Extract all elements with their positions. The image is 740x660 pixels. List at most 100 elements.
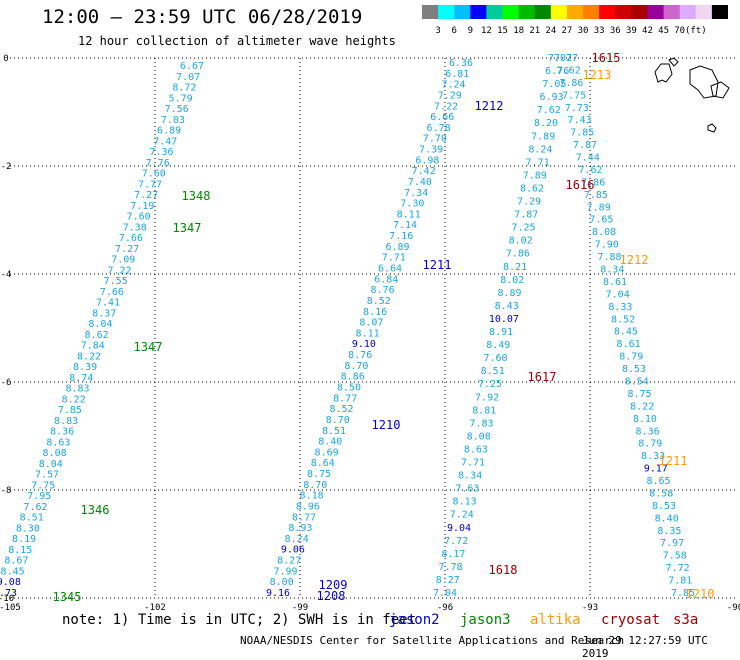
wave-height-value: 7.27	[134, 190, 158, 201]
wave-height-value: 7.27	[554, 53, 578, 64]
page-title: 12:00 — 23:59 UTC 06/28/2019	[42, 6, 363, 28]
wave-height-value: 8.76	[371, 285, 395, 296]
wave-height-value: 7.14	[393, 220, 417, 231]
wave-height-value: 7.97	[660, 538, 684, 549]
legend-cryosat: cryosat	[601, 612, 661, 628]
pass-time-label: 1209	[319, 578, 348, 592]
y-tick-label: -2	[1, 162, 12, 172]
wave-height-value: 7.41	[96, 298, 120, 309]
color-swatch	[695, 5, 713, 19]
wave-height-value: 8.76	[348, 350, 372, 361]
pass-time-label: 1345	[53, 590, 82, 604]
wave-height-value: 7.04	[433, 588, 457, 599]
wave-height-value: 8.39	[73, 362, 97, 373]
wave-height-value: 7.47	[153, 136, 177, 147]
wave-height-value: 8.08	[43, 448, 67, 459]
note-text: note: 1) Time is in UTC; 2) SWH is in fe…	[62, 612, 417, 628]
wave-height-value: 7.85	[584, 190, 608, 201]
wave-height-value: 6.93	[540, 92, 564, 103]
wave-height-value: 7.22	[107, 265, 131, 276]
wave-height-value: 8.04	[39, 459, 63, 470]
wave-height-value: 8.27	[436, 575, 460, 586]
x-tick-label: -96	[437, 603, 453, 613]
wave-height-value: 7.66	[100, 287, 124, 298]
wave-height-value: 8.40	[318, 437, 342, 448]
wave-height-value: 7.72	[666, 563, 690, 574]
wave-height-value: 7.07	[176, 72, 200, 83]
wave-height-value: 8.37	[92, 308, 116, 319]
wave-height-value: 6.84	[374, 274, 398, 285]
color-scale-label: 33	[594, 26, 605, 36]
color-scale-label: 39	[626, 26, 637, 36]
wave-height-value: 8.34	[458, 471, 482, 482]
wave-height-value: 5.79	[169, 93, 193, 104]
wave-height-value: 8.75	[307, 469, 331, 480]
wave-height-value: 8.51	[322, 426, 346, 437]
color-scale-label: 45	[658, 26, 669, 36]
wave-height-value: 7.85	[58, 405, 82, 416]
color-swatch	[647, 5, 665, 19]
wave-height-value: 7.76	[146, 158, 170, 169]
pass-time-label: 1617	[528, 370, 557, 384]
pass-time-label: 1211	[659, 454, 688, 468]
wave-height-value: 9.73	[0, 588, 17, 599]
wave-height-value: 7.60	[127, 212, 151, 223]
wave-height-value: 7.25	[478, 379, 502, 390]
wave-height-value: 7.92	[475, 392, 499, 403]
wave-height-value: 8.11	[397, 209, 421, 220]
footer-org: NOAA/NESDIS Center for Satellite Applica…	[240, 634, 625, 647]
pass-time-label: 1211	[423, 258, 452, 272]
pass-time-label: 1346	[81, 503, 110, 517]
wave-height-value: 8.83	[65, 384, 89, 395]
wave-height-value: 9.16	[266, 588, 290, 599]
x-tick-label: -102	[144, 603, 166, 613]
wave-height-value: 7.57	[35, 470, 59, 481]
wave-height-value: 7.43	[568, 115, 592, 126]
wave-height-value: 8.70	[303, 480, 327, 491]
wave-height-value: 7.27	[115, 244, 139, 255]
wave-height-value: 7.63	[455, 484, 479, 495]
wave-height-value: 8.35	[657, 526, 681, 537]
pass-time-label: 1210	[686, 587, 715, 601]
wave-height-value: 8.10	[633, 414, 657, 425]
wave-height-value: 6.89	[385, 242, 409, 253]
legend-jason2: jason2	[389, 612, 440, 628]
color-swatch	[422, 5, 439, 19]
wave-height-value: 7.83	[469, 418, 493, 429]
wave-height-value: 6.78	[427, 123, 451, 134]
color-scale-label: 6	[451, 26, 456, 36]
wave-height-value: 8.27	[277, 556, 301, 567]
wave-height-value: 8.52	[611, 314, 635, 325]
wave-height-value: 7.89	[587, 202, 611, 213]
wave-height-value: 7.66	[119, 233, 143, 244]
wave-height-value: 8.69	[315, 447, 339, 458]
footer-timestamp: Jun 29 12:27:59 UTC 2019	[582, 634, 708, 660]
wave-height-value: 8.86	[341, 372, 365, 383]
wave-height-value: 9.06	[281, 545, 305, 556]
wave-height-value: 8.62	[85, 330, 109, 341]
wave-height-value: 8.53	[622, 364, 646, 375]
wave-height-value: 7.40	[408, 177, 432, 188]
wave-height-value: 8.53	[652, 501, 676, 512]
wave-height-value: 7.36	[149, 147, 173, 158]
pass-time-label: 1615	[592, 51, 621, 65]
island-outline	[689, 65, 719, 99]
wave-height-value: 9.08	[0, 577, 21, 588]
color-swatch	[550, 5, 568, 19]
wave-height-value: 7.95	[27, 491, 51, 502]
wave-height-value: 7.70	[423, 134, 447, 145]
wave-height-value: 7.89	[523, 170, 547, 181]
wave-height-value: 8.52	[367, 296, 391, 307]
color-scale-label: 3	[435, 26, 440, 36]
wave-height-value: 8.74	[69, 373, 93, 384]
wave-height-value: 8.16	[363, 307, 387, 318]
island-outline	[654, 63, 673, 83]
wave-height-value: 7.78	[439, 562, 463, 573]
color-swatch	[679, 5, 697, 19]
wave-height-value: 7.42	[412, 166, 436, 177]
y-tick-label: 0	[3, 54, 8, 64]
color-scale-label: 15	[497, 26, 508, 36]
wave-height-value: 8.77	[292, 512, 316, 523]
color-scale-label: 30	[578, 26, 589, 36]
